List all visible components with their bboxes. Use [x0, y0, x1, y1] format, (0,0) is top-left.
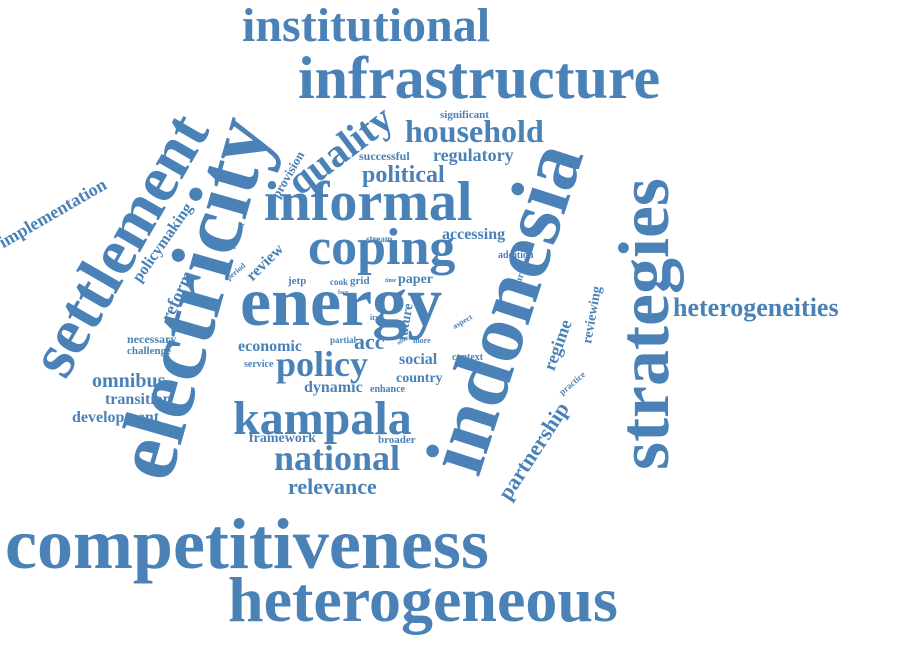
word-regulatory: regulatory: [433, 145, 514, 165]
word-country: country: [396, 371, 443, 386]
word-political: political: [362, 162, 445, 188]
word-energy: energy: [240, 264, 443, 341]
word-transition: transition: [105, 391, 172, 408]
word-heterogeneous: heterogeneous: [228, 564, 618, 635]
word-practice: practice: [557, 369, 588, 397]
word-social: social: [399, 351, 438, 368]
word-service: service: [244, 359, 274, 370]
word-omnibus: omnibus: [92, 370, 166, 392]
word-necessary: necessary: [127, 332, 177, 346]
word-national: national: [274, 438, 401, 478]
word-policy: policy: [276, 344, 369, 384]
word-cook: cook: [330, 277, 348, 287]
word-jetp: jetp: [288, 275, 307, 287]
word-economic: economic: [238, 338, 302, 355]
word-dynamic: dynamic: [304, 379, 363, 396]
word-relevance: relevance: [288, 474, 377, 499]
word-household: household: [405, 113, 544, 149]
word-time: time: [385, 278, 397, 284]
word-infrastructure: infrastructure: [298, 45, 661, 111]
word-context: context: [452, 352, 484, 363]
word-grid: grid: [350, 275, 370, 287]
word-informal: informal: [264, 171, 473, 233]
word-strategies: strategies: [603, 178, 684, 470]
word-reviewing: reviewing: [580, 285, 605, 345]
word-challenge: challenge: [127, 345, 171, 357]
word-institutional: institutional: [242, 0, 491, 52]
word-framework: framework: [249, 431, 316, 446]
word-successful: successful: [359, 149, 410, 163]
word-more: more: [413, 336, 431, 345]
word-partial: partial: [330, 335, 356, 345]
word-acc: acc: [354, 329, 385, 354]
word-iron: iron: [370, 313, 385, 322]
word-addition: addition: [498, 250, 534, 261]
word-stream: stream: [366, 234, 393, 244]
word-accessing: accessing: [442, 226, 506, 243]
word-kampala: kampala: [233, 392, 412, 445]
word-paper: paper: [398, 272, 433, 287]
word-enhance: enhance: [370, 384, 405, 395]
word-competitiveness: competitiveness: [5, 504, 489, 584]
word-broader: broader: [378, 434, 416, 446]
word-heterogeneities: heterogeneities: [673, 293, 839, 322]
word-coping: coping: [308, 219, 456, 276]
word-face: face: [338, 290, 349, 296]
word-significant: significant: [440, 109, 489, 121]
word-development: development: [72, 409, 160, 426]
